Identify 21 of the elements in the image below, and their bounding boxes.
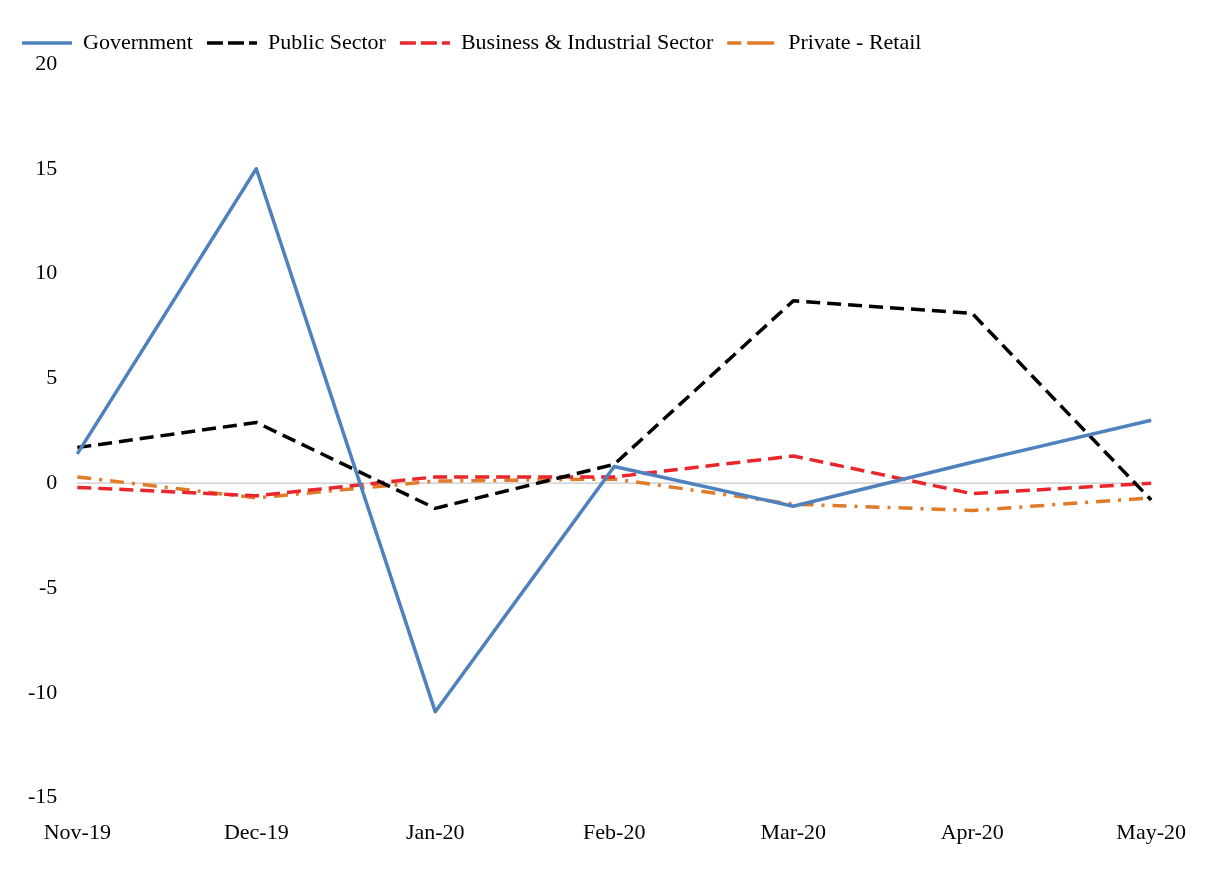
y-tick-label: 10 bbox=[35, 259, 58, 285]
line-series bbox=[75, 299, 1153, 511]
y-tick-label: -15 bbox=[28, 783, 58, 809]
legend-label: Public Sector bbox=[267, 28, 387, 54]
x-tick-label: Mar-20 bbox=[760, 818, 826, 844]
y-tick-label: 5 bbox=[46, 364, 58, 390]
y-tick-label: -10 bbox=[28, 678, 58, 704]
legend-label: Private - Retail bbox=[788, 28, 922, 54]
x-tick-label: Feb-20 bbox=[583, 818, 646, 844]
y-tick-label: 20 bbox=[35, 49, 58, 75]
y-tick-label: -5 bbox=[39, 573, 58, 599]
y-tick-label: 0 bbox=[46, 468, 58, 494]
x-tick-label: May-20 bbox=[1116, 818, 1186, 844]
x-tick-label: Nov-19 bbox=[43, 818, 111, 844]
legend-label: Business & Industrial Sector bbox=[460, 28, 714, 54]
x-tick-label: Jan-20 bbox=[405, 818, 465, 844]
legend-label: Government bbox=[83, 28, 193, 54]
x-tick-label: Dec-19 bbox=[223, 818, 289, 844]
y-tick-label: 15 bbox=[35, 154, 58, 180]
line-series bbox=[75, 454, 1153, 498]
x-tick-label: Apr-20 bbox=[940, 818, 1004, 844]
